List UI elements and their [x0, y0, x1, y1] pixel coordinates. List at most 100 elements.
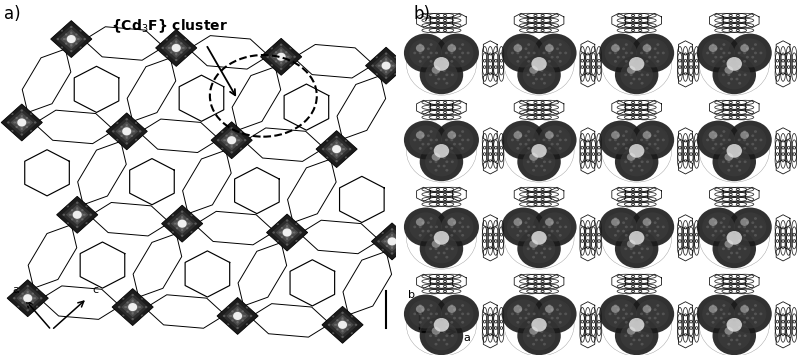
Circle shape [625, 321, 628, 324]
Circle shape [605, 299, 637, 328]
Circle shape [751, 222, 754, 224]
Circle shape [545, 305, 554, 313]
Circle shape [527, 147, 530, 150]
Circle shape [445, 138, 448, 141]
Circle shape [162, 47, 164, 49]
Circle shape [743, 234, 746, 237]
Circle shape [190, 214, 193, 216]
Circle shape [625, 225, 628, 228]
Circle shape [167, 223, 170, 225]
Circle shape [730, 243, 733, 246]
Circle shape [734, 299, 766, 328]
Circle shape [727, 326, 730, 329]
Circle shape [727, 160, 730, 163]
Circle shape [641, 169, 644, 171]
Circle shape [614, 43, 617, 46]
Circle shape [728, 121, 772, 159]
Circle shape [726, 231, 742, 245]
Polygon shape [119, 125, 134, 138]
Circle shape [422, 135, 425, 137]
Polygon shape [156, 29, 197, 66]
Circle shape [638, 330, 641, 333]
Circle shape [514, 131, 522, 139]
Circle shape [326, 157, 328, 159]
Circle shape [746, 48, 749, 50]
Circle shape [345, 140, 347, 142]
Circle shape [727, 152, 730, 155]
Circle shape [615, 55, 658, 94]
Circle shape [240, 131, 242, 133]
Circle shape [434, 256, 438, 258]
Circle shape [617, 135, 620, 137]
Circle shape [714, 143, 718, 146]
Circle shape [450, 234, 454, 237]
Circle shape [335, 142, 338, 144]
Circle shape [641, 82, 644, 84]
Circle shape [422, 317, 425, 320]
Polygon shape [1, 104, 42, 141]
Circle shape [453, 56, 456, 59]
Circle shape [422, 143, 425, 146]
Circle shape [230, 146, 233, 148]
Circle shape [502, 295, 545, 333]
Circle shape [630, 152, 633, 155]
Circle shape [630, 73, 633, 76]
Circle shape [430, 225, 433, 228]
Circle shape [124, 306, 126, 308]
Circle shape [638, 252, 641, 254]
Circle shape [535, 243, 538, 246]
Circle shape [519, 143, 522, 146]
Circle shape [76, 207, 78, 209]
Circle shape [722, 312, 726, 315]
Circle shape [40, 297, 42, 299]
Circle shape [743, 312, 746, 315]
Circle shape [648, 143, 651, 146]
Circle shape [516, 60, 519, 63]
Polygon shape [12, 284, 43, 312]
Circle shape [625, 234, 628, 237]
Circle shape [434, 65, 438, 68]
Circle shape [280, 68, 282, 70]
Circle shape [738, 256, 742, 258]
Circle shape [61, 29, 63, 32]
Polygon shape [10, 112, 33, 133]
Circle shape [86, 205, 88, 207]
Circle shape [735, 330, 738, 333]
Circle shape [564, 138, 567, 141]
Circle shape [461, 130, 464, 133]
Circle shape [458, 317, 462, 320]
Circle shape [548, 321, 551, 324]
Circle shape [743, 147, 746, 150]
Polygon shape [381, 231, 403, 252]
Circle shape [754, 217, 757, 220]
Circle shape [614, 234, 617, 237]
Circle shape [516, 217, 519, 220]
Circle shape [709, 218, 718, 226]
Circle shape [640, 225, 643, 228]
Circle shape [531, 144, 546, 158]
Circle shape [342, 330, 344, 332]
Circle shape [438, 339, 440, 341]
Circle shape [641, 326, 644, 329]
Circle shape [656, 51, 659, 54]
Circle shape [188, 47, 191, 49]
Circle shape [530, 66, 538, 74]
Circle shape [378, 65, 380, 67]
Polygon shape [122, 297, 144, 317]
Circle shape [656, 217, 659, 220]
Circle shape [278, 231, 281, 234]
Circle shape [624, 334, 627, 337]
Circle shape [446, 343, 448, 345]
Circle shape [63, 38, 66, 40]
Circle shape [86, 222, 88, 224]
Circle shape [334, 324, 337, 326]
Circle shape [390, 69, 393, 71]
Circle shape [759, 51, 762, 54]
Circle shape [446, 152, 448, 155]
Circle shape [725, 327, 733, 335]
Circle shape [166, 38, 168, 40]
Circle shape [275, 51, 278, 53]
Circle shape [22, 293, 24, 295]
Polygon shape [126, 301, 140, 313]
Circle shape [743, 43, 746, 46]
